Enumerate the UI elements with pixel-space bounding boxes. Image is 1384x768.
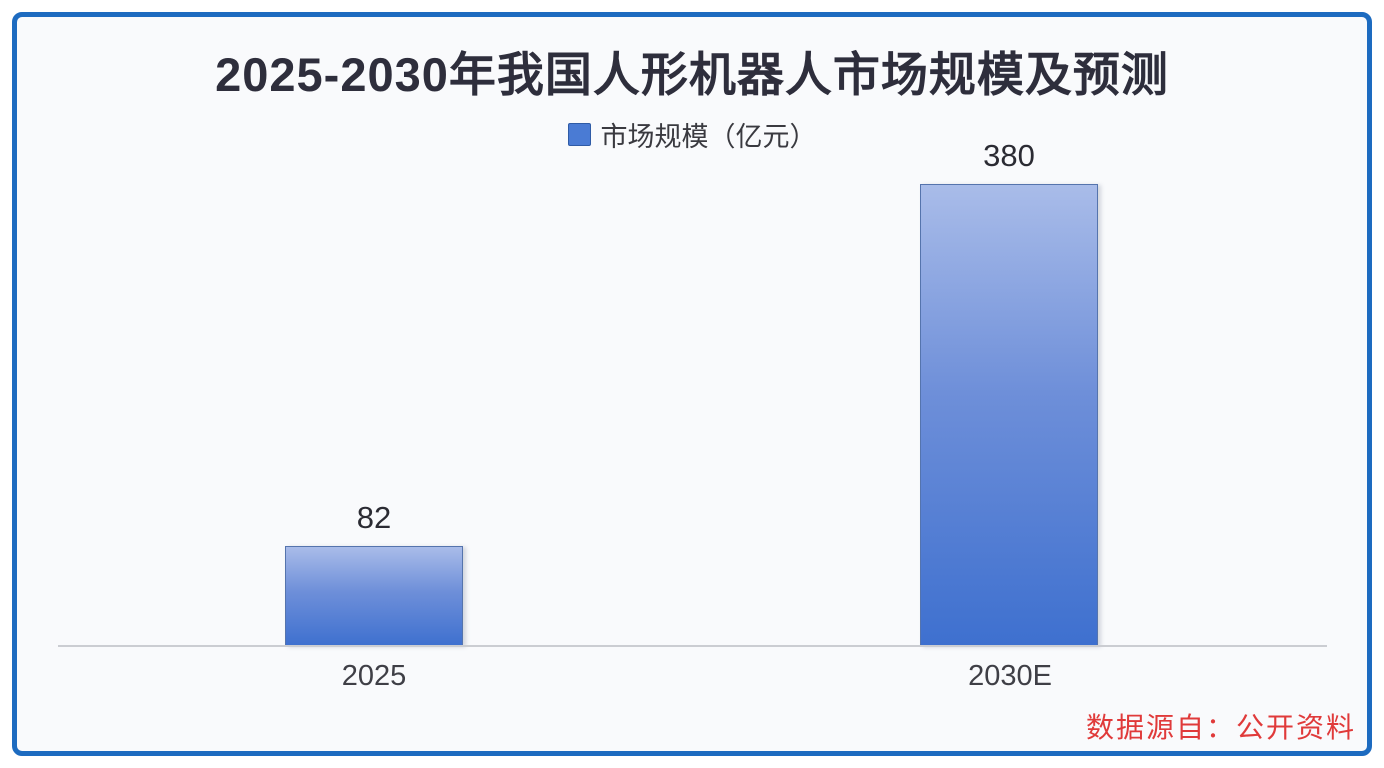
legend-swatch-icon [567,123,591,146]
legend: 市场规模（亿元） [0,115,1384,154]
bar-value-label: 82 [356,500,392,535]
chart-frame-border [12,12,1372,756]
bar-group-2025: 82 [285,502,463,646]
plot-area: 82 380 2025 2030E [58,140,1327,692]
bar-2025 [285,546,463,646]
x-axis-line [58,645,1327,647]
x-axis-tick-label: 2025 [341,660,407,692]
bar-2030e [920,184,1098,646]
x-axis-tick-label: 2030E [968,660,1052,692]
data-source-note: 数据源自：公开资料 [1085,712,1356,743]
legend-label: 市场规模（亿元） [600,122,817,152]
chart-title: 2025-2030年我国人形机器人市场规模及预测 [215,48,1169,101]
bar-value-label: 380 [983,138,1035,173]
bar-group-2030e: 380 [920,140,1098,646]
